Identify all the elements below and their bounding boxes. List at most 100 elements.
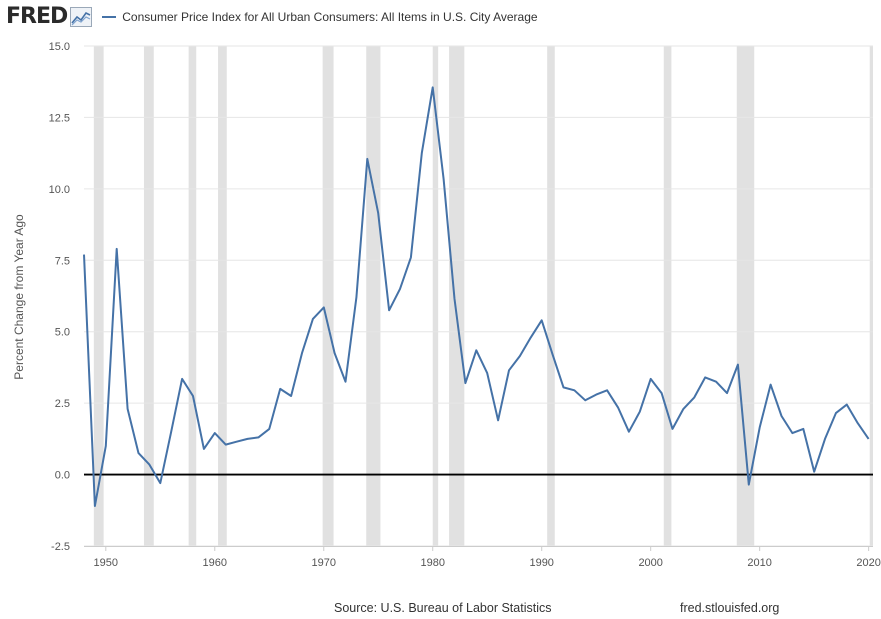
data-point — [388, 309, 390, 311]
data-point — [595, 393, 597, 395]
data-point — [508, 369, 510, 371]
gridlines — [84, 45, 873, 547]
data-point — [377, 212, 379, 214]
recession-band — [663, 46, 672, 546]
y-tick-label: 7.5 — [55, 255, 70, 267]
data-point — [246, 438, 248, 440]
data-point — [737, 363, 739, 365]
x-tick-label: 1970 — [312, 557, 336, 569]
data-point — [126, 408, 128, 410]
source-note: Source: U.S. Bureau of Labor Statistics — [334, 601, 552, 615]
y-axis-label: Percent Change from Year Ago — [12, 214, 26, 380]
data-point — [442, 178, 444, 180]
data-point — [83, 253, 85, 255]
x-axis-ticks: 1950 1960 1970 1980 1990 2000 2010 2020 — [84, 546, 881, 569]
data-point — [551, 353, 553, 355]
data-point — [203, 448, 205, 450]
data-point — [846, 403, 848, 405]
series-layer — [83, 86, 870, 507]
data-point — [530, 336, 532, 338]
data-point — [813, 471, 815, 473]
data-point — [366, 158, 368, 160]
recession-band — [366, 46, 381, 546]
data-point — [704, 376, 706, 378]
data-point — [748, 483, 750, 485]
legend-label: Consumer Price Index for All Urban Consu… — [122, 10, 538, 24]
recession-band — [188, 46, 197, 546]
y-tick-label: 10.0 — [49, 184, 70, 196]
data-point — [344, 381, 346, 383]
x-tick-label: 1950 — [94, 557, 118, 569]
data-point — [780, 415, 782, 417]
recession-band — [143, 46, 154, 546]
data-point — [453, 298, 455, 300]
x-tick-label: 2020 — [856, 557, 880, 569]
data-point — [617, 406, 619, 408]
y-tick-label: 2.5 — [55, 398, 70, 410]
data-point — [333, 352, 335, 354]
data-point — [475, 349, 477, 351]
data-point — [791, 432, 793, 434]
data-point — [421, 152, 423, 154]
x-tick-label: 1980 — [420, 557, 444, 569]
fred-graph-icon — [70, 7, 93, 27]
series-line — [83, 86, 870, 507]
data-point — [802, 428, 804, 430]
recession-band — [432, 46, 439, 546]
data-point — [584, 399, 586, 401]
data-point — [726, 392, 728, 394]
legend[interactable]: Consumer Price Index for All Urban Consu… — [102, 10, 538, 24]
data-point — [497, 419, 499, 421]
data-point — [573, 389, 575, 391]
data-point — [639, 411, 641, 413]
data-point — [279, 388, 281, 390]
recession-band — [93, 46, 104, 546]
data-point — [486, 372, 488, 374]
data-point — [824, 438, 826, 440]
data-point — [671, 428, 673, 430]
data-point — [115, 248, 117, 250]
data-point — [312, 318, 314, 320]
data-point — [94, 505, 96, 507]
data-point — [224, 443, 226, 445]
data-point — [170, 431, 172, 433]
x-tick-label: 2000 — [638, 557, 662, 569]
data-point — [159, 482, 161, 484]
data-point — [758, 426, 760, 428]
data-point — [214, 432, 216, 434]
data-point — [148, 463, 150, 465]
site-link[interactable]: fred.stlouisfed.org — [680, 601, 780, 615]
data-point — [715, 381, 717, 383]
data-point — [257, 436, 259, 438]
data-point — [181, 378, 183, 380]
y-tick-label: -2.5 — [51, 541, 70, 553]
data-point — [268, 428, 270, 430]
data-point — [137, 452, 139, 454]
data-point — [235, 441, 237, 443]
data-point — [769, 383, 771, 385]
data-point — [867, 438, 869, 440]
recession-band — [218, 46, 227, 546]
recession-band — [736, 46, 755, 546]
legend-swatch — [102, 16, 117, 18]
data-point — [355, 296, 357, 298]
data-point — [857, 422, 859, 424]
fred-logo[interactable]: FRED — [6, 4, 68, 29]
data-point — [105, 445, 107, 447]
data-point — [649, 378, 651, 380]
data-point — [399, 288, 401, 290]
chart-header: FRED Consumer Price Index for All Urban … — [6, 4, 538, 30]
data-point — [290, 395, 292, 397]
y-tick-label: 5.0 — [55, 327, 70, 339]
recession-bands — [93, 46, 873, 546]
data-point — [660, 392, 662, 394]
y-tick-label: 12.5 — [49, 112, 70, 124]
recession-band — [869, 46, 873, 546]
x-tick-label: 1960 — [203, 557, 227, 569]
recession-band — [322, 46, 334, 546]
data-point — [301, 352, 303, 354]
data-point — [410, 256, 412, 258]
data-point — [541, 319, 543, 321]
data-point — [519, 355, 521, 357]
data-point — [682, 408, 684, 410]
